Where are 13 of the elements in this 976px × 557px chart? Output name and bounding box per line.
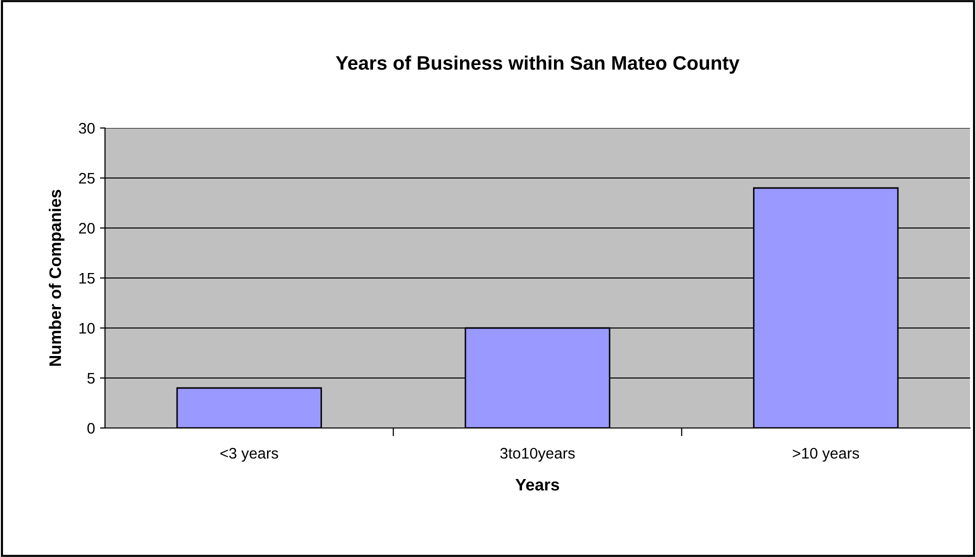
y-tick-label: 0	[87, 422, 95, 434]
x-axis-title: Years	[516, 478, 560, 491]
y-tick-label: 20	[79, 222, 95, 234]
x-tick-label: <3 years	[220, 448, 278, 462]
y-tick-label: 15	[79, 273, 95, 284]
y-tick-label: 10	[79, 322, 95, 334]
x-tick-label: >10 years	[792, 448, 860, 462]
y-tick-label: 25	[79, 172, 95, 184]
x-tick-label: 3to10years	[500, 448, 575, 462]
y-axis-title: Number of Companies	[48, 190, 64, 366]
y-tick-label: 5	[87, 373, 95, 384]
chart-title: Years of Business within San Mateo County	[336, 56, 740, 74]
y-tick-label: 30	[78, 122, 95, 134]
